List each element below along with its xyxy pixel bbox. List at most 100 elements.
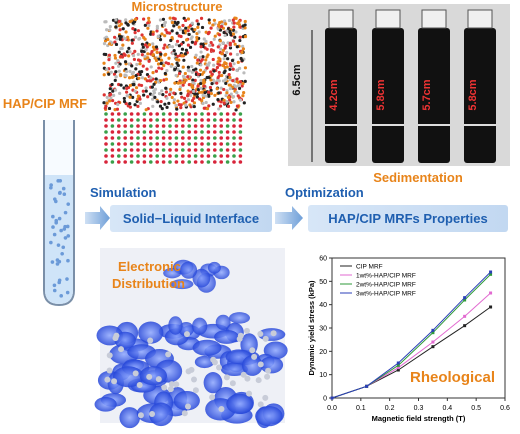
atom bbox=[225, 124, 230, 128]
atom bbox=[157, 66, 161, 70]
atom bbox=[111, 89, 115, 93]
atom bbox=[229, 64, 233, 68]
bubble bbox=[65, 277, 69, 281]
atom bbox=[222, 57, 226, 61]
atom bbox=[190, 70, 194, 74]
bubble bbox=[57, 216, 62, 221]
atom bbox=[136, 154, 140, 158]
atom bbox=[211, 23, 215, 27]
atom bbox=[187, 124, 191, 128]
atom bbox=[136, 136, 140, 140]
atom bbox=[199, 81, 203, 86]
density-blob bbox=[170, 279, 194, 290]
atom bbox=[175, 31, 179, 35]
atom bbox=[223, 69, 227, 73]
atom bbox=[144, 89, 148, 93]
atom bbox=[128, 102, 132, 106]
atom bbox=[123, 36, 127, 41]
bubble bbox=[57, 280, 62, 285]
atom bbox=[186, 65, 191, 69]
atom bbox=[190, 21, 194, 25]
atom bbox=[142, 154, 147, 158]
atom bbox=[181, 65, 185, 69]
data-point bbox=[489, 291, 493, 295]
data-point bbox=[431, 345, 435, 349]
atom bbox=[184, 38, 189, 42]
atom bbox=[218, 63, 222, 67]
atom bbox=[136, 94, 141, 98]
atom bbox=[237, 19, 241, 24]
data-point bbox=[463, 314, 467, 318]
atom bbox=[221, 63, 225, 68]
atom bbox=[155, 160, 159, 164]
atom bbox=[136, 29, 141, 33]
atom bbox=[102, 61, 106, 65]
atom bbox=[207, 21, 212, 25]
atom bbox=[262, 335, 269, 342]
atom bbox=[173, 81, 177, 85]
atom bbox=[227, 18, 232, 23]
atom bbox=[199, 50, 203, 54]
atom bbox=[206, 130, 211, 134]
atom bbox=[229, 33, 233, 37]
atom bbox=[128, 69, 132, 73]
atom bbox=[206, 118, 211, 122]
atom bbox=[102, 41, 107, 46]
bubble bbox=[51, 225, 55, 229]
atom bbox=[207, 94, 211, 98]
atom bbox=[140, 53, 144, 57]
atom bbox=[174, 136, 179, 140]
atom bbox=[172, 98, 176, 102]
atom bbox=[168, 130, 172, 134]
x-tick-label: 0.3 bbox=[414, 405, 424, 412]
atom bbox=[206, 136, 211, 140]
atom bbox=[146, 373, 153, 380]
atom bbox=[147, 23, 151, 28]
atom bbox=[162, 46, 166, 50]
atom bbox=[217, 70, 221, 75]
atom bbox=[106, 352, 113, 359]
atom bbox=[159, 78, 163, 83]
atom bbox=[213, 148, 217, 152]
atom bbox=[155, 142, 159, 146]
atom bbox=[210, 82, 214, 86]
atom bbox=[102, 93, 106, 97]
atom bbox=[216, 45, 220, 49]
atom bbox=[173, 381, 180, 388]
atom bbox=[105, 28, 109, 32]
atom bbox=[199, 86, 203, 90]
atom bbox=[187, 154, 191, 158]
atom bbox=[154, 45, 159, 49]
interface-box bbox=[110, 205, 272, 232]
atom bbox=[111, 65, 115, 70]
atom bbox=[242, 101, 246, 105]
sediment-height: 5.7cm bbox=[421, 79, 433, 110]
atom bbox=[186, 89, 190, 93]
density-blob bbox=[194, 355, 215, 369]
atom bbox=[217, 79, 221, 83]
atom bbox=[149, 148, 153, 152]
atom bbox=[190, 84, 194, 88]
atom bbox=[147, 337, 154, 344]
atom bbox=[186, 43, 190, 47]
atom bbox=[232, 160, 236, 164]
atom bbox=[198, 68, 203, 72]
atom bbox=[189, 90, 193, 94]
atom bbox=[109, 96, 113, 100]
atom bbox=[236, 84, 240, 88]
atom bbox=[113, 78, 117, 82]
atom bbox=[235, 68, 239, 73]
data-point bbox=[365, 384, 369, 388]
atom bbox=[149, 76, 153, 80]
atom bbox=[243, 327, 250, 334]
atom bbox=[209, 26, 213, 30]
atom bbox=[240, 50, 244, 54]
rheology-chart: 0.0 0.1 0.2 0.3 0.4 0.5 0.6 0 10 20 30 40 50 60 Magnet… bbox=[307, 256, 510, 424]
atom bbox=[161, 384, 168, 391]
atom bbox=[226, 104, 231, 108]
atom bbox=[217, 33, 222, 37]
atom bbox=[136, 148, 140, 152]
atom bbox=[163, 21, 167, 25]
atom bbox=[187, 130, 191, 134]
density-blob bbox=[192, 339, 222, 356]
